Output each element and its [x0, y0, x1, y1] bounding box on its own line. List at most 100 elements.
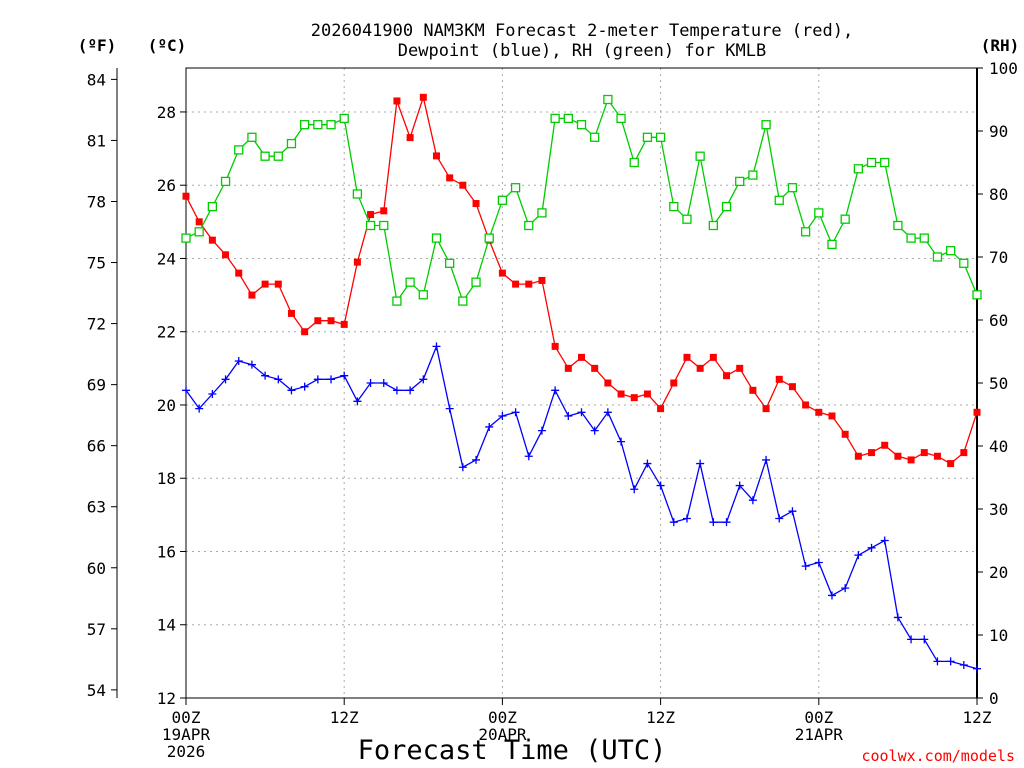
celsius-tick-label: 20	[157, 396, 176, 415]
dewpoint-point	[551, 386, 560, 395]
rh-point	[959, 258, 969, 268]
fahrenheit-tick-label: 54	[87, 681, 106, 700]
fahrenheit-tick-label: 75	[87, 254, 106, 273]
dewpoint-point	[564, 411, 573, 420]
rh-point	[774, 195, 784, 205]
rh-tick-label: 80	[989, 185, 1008, 204]
dewpoint-point	[340, 371, 349, 380]
dewpoint-point	[854, 551, 863, 560]
temperature-point	[696, 364, 704, 372]
temperature-point	[881, 441, 889, 449]
temperature-point	[182, 192, 190, 200]
rh-point	[537, 208, 547, 218]
rh-point	[735, 176, 745, 187]
dewpoint-point	[722, 518, 731, 527]
temperature-point	[327, 317, 335, 325]
rh-point	[431, 233, 442, 243]
temperature-point	[222, 251, 230, 259]
dewpoint-point	[682, 514, 691, 523]
rh-point	[181, 233, 191, 243]
fahrenheit-tick-label: 69	[87, 376, 106, 395]
rh-point	[642, 132, 653, 142]
dewpoint-point	[946, 657, 955, 666]
celsius-tick-label: 14	[157, 616, 176, 635]
dewpoint-point	[406, 386, 415, 395]
dewpoint-point	[867, 543, 876, 552]
celsius-axis-label: (ºC)	[148, 36, 187, 55]
rh-tick-label: 70	[989, 248, 1008, 267]
dewpoint-point	[920, 635, 929, 644]
dewpoint-point	[182, 386, 190, 395]
dewpoint-point	[287, 386, 296, 395]
temperature-point	[274, 280, 282, 288]
x-tick-label: 00Z	[172, 708, 201, 727]
rh-point	[603, 94, 613, 105]
x-tick-label: 20APR	[478, 725, 527, 744]
dewpoint-point	[709, 518, 718, 527]
dewpoint-point	[577, 408, 586, 417]
temperature-point	[235, 269, 243, 277]
temperature-point	[208, 236, 216, 244]
rh-point	[458, 296, 468, 306]
dewpoint-point	[498, 411, 507, 420]
temperature-point	[195, 218, 203, 226]
rh-point	[669, 201, 679, 212]
dewpoint-point	[656, 481, 665, 490]
rh-point	[194, 227, 204, 237]
dewpoint-point	[379, 379, 388, 387]
celsius-tick-label: 24	[157, 249, 176, 268]
data-series	[181, 93, 982, 673]
temperature-point	[775, 375, 783, 383]
rh-point	[510, 183, 521, 193]
dewpoint-point	[893, 613, 902, 622]
temperature-point	[815, 408, 823, 416]
dewpoint-point	[511, 408, 520, 417]
x-tick-label: 12Z	[646, 708, 675, 727]
temperature-point	[907, 456, 915, 464]
dewpoint-point	[603, 408, 612, 417]
temperature-point	[314, 317, 322, 325]
temperature-point	[723, 372, 731, 380]
temperature-point	[301, 328, 309, 336]
rh-point	[326, 120, 336, 130]
dewpoint-point	[841, 584, 850, 593]
credit-text: coolwx.com/models	[861, 747, 1015, 765]
fahrenheit-tick-label: 66	[87, 437, 106, 456]
rh-point	[748, 170, 758, 180]
rh-tick-label: 60	[989, 311, 1008, 330]
rh-point	[405, 277, 415, 287]
rh-point	[866, 157, 877, 168]
rh-point	[682, 214, 692, 224]
dewpoint-point	[775, 514, 784, 523]
rh-point	[761, 120, 771, 130]
rh-point	[497, 195, 508, 205]
rh-point	[972, 290, 982, 300]
rh-point	[339, 113, 349, 124]
dewpoint-point	[327, 375, 336, 384]
temperature-point	[762, 405, 770, 413]
dewpoint-point	[208, 389, 217, 398]
temperature-point	[617, 390, 625, 398]
temperature-point	[736, 364, 744, 372]
temperature-point	[512, 280, 520, 288]
temperature-point	[683, 353, 691, 361]
temperature-point	[459, 181, 467, 189]
rh-point	[906, 233, 916, 243]
rh-point	[721, 201, 732, 212]
celsius-tick-label: 12	[157, 689, 176, 708]
x-tick-label: 00Z	[804, 708, 833, 727]
rh-tick-label: 30	[989, 500, 1008, 519]
dewpoint-point	[696, 459, 705, 468]
dewpoint-point	[630, 485, 639, 494]
temperature-point	[446, 174, 454, 182]
temperature-point	[709, 353, 717, 361]
fahrenheit-tick-label: 63	[87, 498, 106, 517]
dewpoint-point	[959, 661, 968, 670]
dewpoint-point	[195, 404, 204, 413]
dewpoint-point	[472, 455, 481, 464]
dewpoint-point	[313, 375, 322, 384]
temperature-point	[920, 449, 928, 457]
rh-point	[629, 157, 639, 168]
temperature-point	[854, 452, 862, 460]
